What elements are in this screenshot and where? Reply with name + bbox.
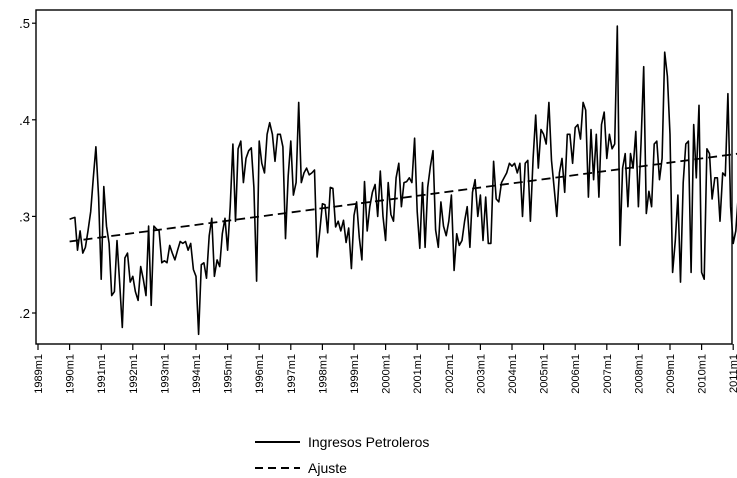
x-axis: 1989m1 1990m1 1991m1 1992m1 1993m1 1994m1 1995… <box>33 344 737 394</box>
x-tick-label: 1995m1 <box>223 354 235 394</box>
x-tick-label: 2003m1 <box>475 354 487 394</box>
x-tick-label: 2009m1 <box>665 354 677 394</box>
x-tick-label: 2010m1 <box>697 354 709 394</box>
x-tick-label: 2002m1 <box>444 354 456 394</box>
x-tick-label: 2004m1 <box>507 354 519 394</box>
x-tick-label: 1992m1 <box>128 354 140 394</box>
x-tick-label: 1998m1 <box>317 354 329 394</box>
y-tick-label: .3 <box>19 209 30 224</box>
y-tick-label: .2 <box>19 306 30 321</box>
y-tick-label: .5 <box>19 16 30 31</box>
x-tick-label: 1993m1 <box>159 354 171 394</box>
x-tick-label: 1994m1 <box>191 354 203 394</box>
legend-label-ingresos: Ingresos Petroleros <box>308 434 429 450</box>
x-tick-label: 1996m1 <box>254 354 266 394</box>
y-axis: .2 .3 .4 .5 <box>19 16 36 321</box>
x-tick-label: 2006m1 <box>570 354 582 394</box>
x-tick-label: 2011m1 <box>728 354 737 393</box>
x-tick-label: 2005m1 <box>539 354 551 394</box>
x-tick-label: 1990m1 <box>65 354 77 394</box>
x-tick-label: 2008m1 <box>633 354 645 394</box>
series-line-ajuste <box>69 152 737 243</box>
x-tick-label: 1989m1 <box>33 354 45 394</box>
plot-frame <box>35 9 733 345</box>
legend-label-ajuste: Ajuste <box>308 460 347 476</box>
x-tick-label: 2007m1 <box>602 354 614 394</box>
x-tick-label: 1991m1 <box>96 354 108 394</box>
legend: Ingresos Petroleros Ajuste <box>255 434 429 476</box>
x-tick-label: 2001m1 <box>412 354 424 394</box>
y-tick-label: .4 <box>19 113 30 128</box>
series-layer <box>69 25 737 336</box>
series-line-ingresos-petroleros <box>69 25 737 336</box>
x-tick-label: 2000m1 <box>381 354 393 394</box>
x-tick-label: 1999m1 <box>349 354 361 394</box>
x-tick-label: 1997m1 <box>286 354 298 394</box>
